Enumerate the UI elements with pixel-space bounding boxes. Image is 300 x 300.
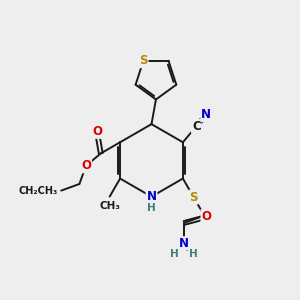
Text: N: N <box>179 237 189 250</box>
Text: N: N <box>146 190 157 203</box>
Text: H: H <box>170 248 179 259</box>
Text: S: S <box>139 54 148 67</box>
Text: S: S <box>189 190 198 204</box>
Text: O: O <box>201 210 212 223</box>
Text: CH₃: CH₃ <box>99 201 120 211</box>
Text: C: C <box>192 120 201 133</box>
Text: N: N <box>201 108 211 121</box>
Text: O: O <box>81 159 91 172</box>
Text: H: H <box>146 203 155 213</box>
Text: ·: · <box>185 245 189 258</box>
Text: O: O <box>92 125 102 138</box>
Text: CH₂CH₃: CH₂CH₃ <box>19 186 58 196</box>
Text: H: H <box>189 248 198 259</box>
